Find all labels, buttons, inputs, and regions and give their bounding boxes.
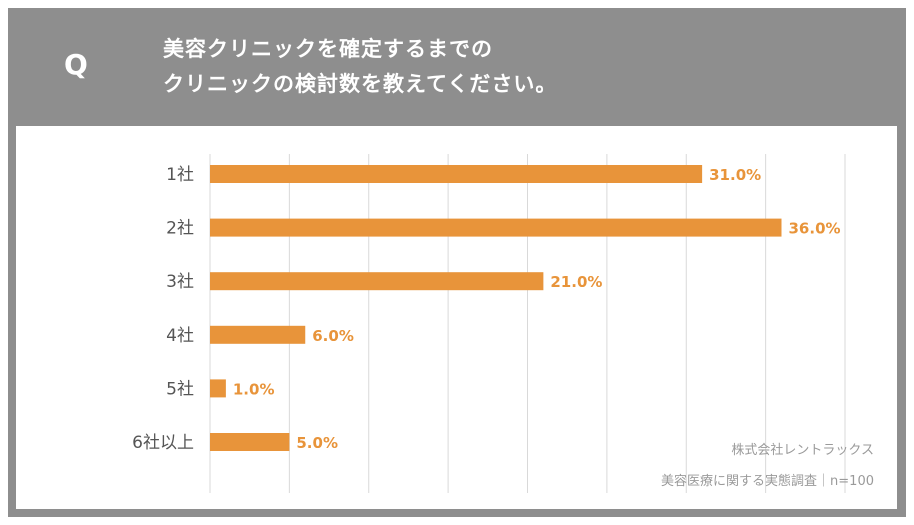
bar — [210, 272, 544, 291]
bar — [210, 165, 703, 183]
bar — [210, 325, 306, 344]
value-label: 21.0% — [550, 273, 602, 291]
bar — [210, 433, 290, 451]
bar-chart: 1社 2社 3社 4社 5社 6社以上 31.0% 36.0% 21.0% 6.0% 1.0% 5.… — [132, 154, 874, 493]
chart-panel: 1社 2社 3社 4社 5社 6社以上 31.0% 36.0% 21.0% 6.0% 1.0% 5.… — [16, 126, 897, 509]
category-label: 5社 — [166, 379, 194, 399]
value-label: 5.0% — [296, 434, 338, 452]
category-label: 4社 — [166, 326, 194, 346]
bar — [210, 218, 782, 237]
question-line-1: 美容クリニックを確定するまでの — [163, 37, 493, 61]
question-line-2: クリニックの検討数を教えてください。 — [163, 72, 558, 96]
question-text: 美容クリニックを確定するまでの クリニックの検討数を教えてください。 — [163, 32, 557, 102]
value-label: 6.0% — [312, 327, 354, 345]
category-label: 1社 — [166, 165, 194, 185]
survey-note: 美容医療に関する実態調査｜n=100 — [661, 473, 874, 489]
question-header: Q 美容クリニックを確定するまでの クリニックの検討数を教えてください。 — [8, 8, 906, 126]
bar — [210, 379, 226, 398]
value-label: 36.0% — [789, 220, 841, 238]
value-label: 31.0% — [709, 166, 761, 184]
frame: Q 美容クリニックを確定するまでの クリニックの検討数を教えてください。 1社 2… — [8, 8, 906, 517]
value-label: 1.0% — [233, 380, 275, 398]
category-label: 3社 — [166, 272, 194, 292]
source-company-note: 株式会社レントラックス — [731, 442, 874, 458]
q-label: Q — [64, 48, 88, 81]
category-label: 2社 — [166, 219, 194, 239]
category-label: 6社以上 — [132, 433, 194, 453]
